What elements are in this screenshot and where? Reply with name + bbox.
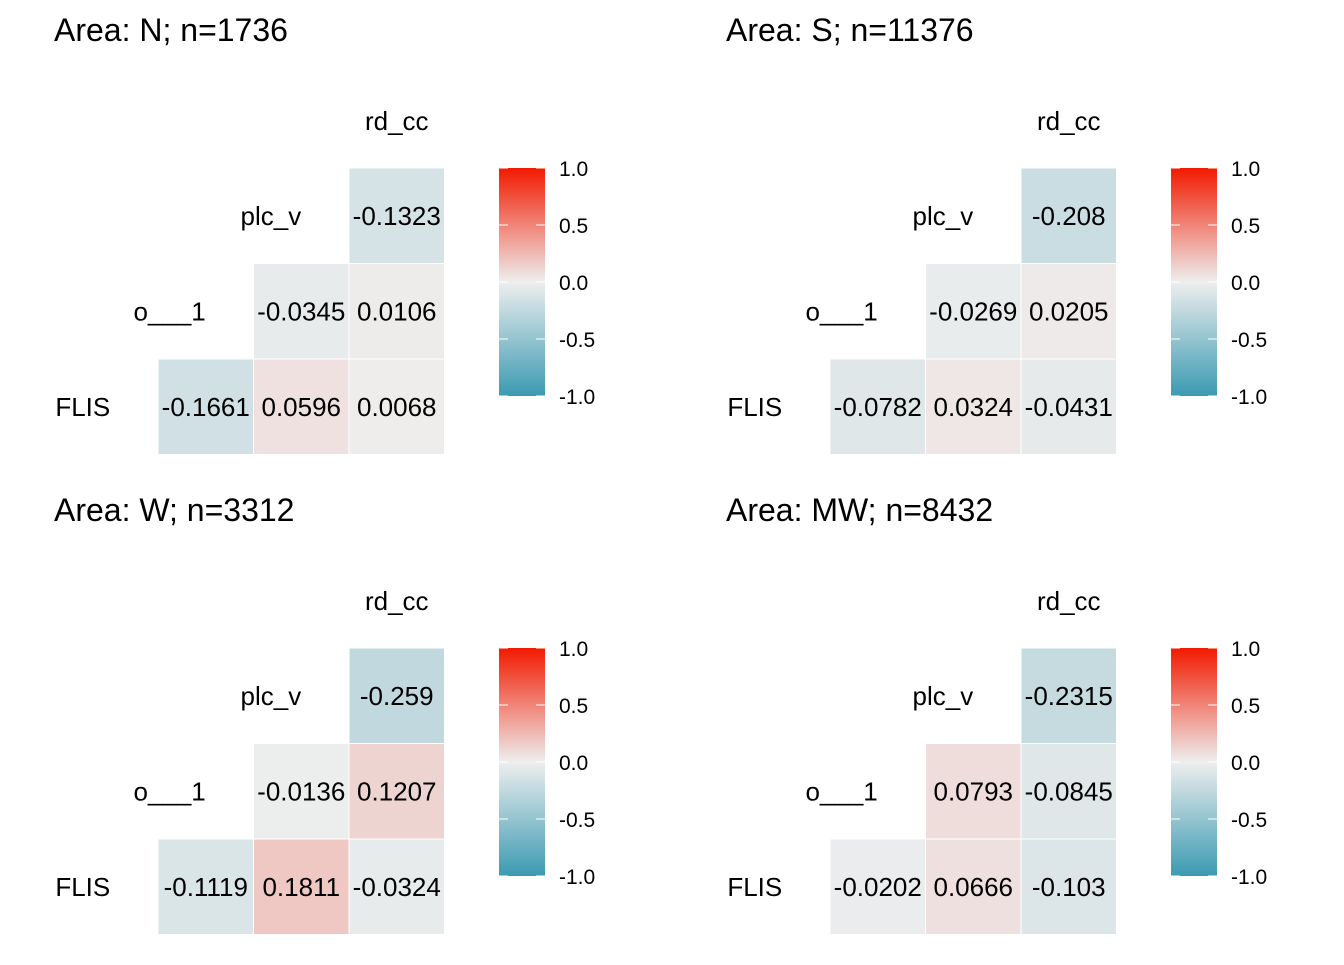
- heatmap-panel: Area: N; n=1736 rd_cc plc_v -0.1323 o___1 -0.…: [54, 12, 595, 455]
- cell-value-label: 0.1811: [262, 872, 340, 902]
- panel-title: Area: S; n=11376: [726, 12, 974, 48]
- heatmap-panel: Area: S; n=11376 rd_cc plc_v -0.208 o___1 -0.…: [726, 12, 1267, 455]
- heatmap-cell: [1020, 647, 1117, 744]
- cell-value-label: -0.2315: [1025, 681, 1113, 711]
- colorbar-tick-label: -1.0: [1231, 386, 1267, 409]
- cell-value-label: -0.0202: [834, 872, 922, 902]
- cell-value-label: 0.0596: [261, 392, 341, 422]
- cell-value-label: -0.0845: [1025, 776, 1113, 806]
- heatmap-cell: [829, 358, 926, 455]
- colorbar-tick-label: 1.0: [559, 158, 588, 181]
- cell-value-label: -0.259: [360, 681, 434, 711]
- colorbar-tick-label: 0.0: [1231, 272, 1260, 295]
- heatmap-cell: [157, 838, 254, 935]
- heatmap-cell: [348, 358, 445, 455]
- colorbar-tick-label: 0.5: [559, 695, 588, 718]
- colorbar-tick-label: 0.0: [559, 272, 588, 295]
- heatmap-cell: [157, 358, 254, 455]
- cell-value-label: -0.0269: [929, 296, 1017, 326]
- cell-value-label: -0.103: [1032, 872, 1106, 902]
- cell-value-label: -0.0136: [257, 776, 345, 806]
- colorbar-tick-label: 0.5: [1231, 695, 1260, 718]
- colorbar-tick-label: -1.0: [559, 386, 595, 409]
- colorbar-tick-label: -1.0: [1231, 866, 1267, 889]
- row-label: plc_v: [913, 201, 974, 231]
- cell-value-label: -0.1323: [353, 201, 441, 231]
- cell-value-label: -0.0324: [353, 872, 441, 902]
- colorbar-tick-label: 0.5: [1231, 215, 1260, 238]
- cell-value-label: -0.208: [1032, 201, 1106, 231]
- colorbar-tick-label: -0.5: [1231, 329, 1267, 352]
- colorbar-tick-label: -0.5: [1231, 809, 1267, 832]
- heatmap-cell: [348, 167, 445, 264]
- colorbar-tick-label: -0.5: [559, 809, 595, 832]
- panel-title: Area: W; n=3312: [54, 492, 294, 528]
- cell-value-label: 0.0324: [933, 392, 1013, 422]
- cell-value-label: 0.0106: [357, 296, 437, 326]
- heatmap-cell: [253, 358, 350, 455]
- heatmap-cell: [1020, 743, 1117, 840]
- heatmap-cell: [1020, 838, 1117, 935]
- heatmap-cell: [253, 743, 350, 840]
- colorbar-tick-label: 1.0: [1231, 638, 1260, 661]
- colorbar-tick-label: 0.0: [559, 752, 588, 775]
- heatmap-cell: [348, 743, 445, 840]
- heatmap-cell: [1020, 263, 1117, 360]
- heatmap-cell: [348, 838, 445, 935]
- row-label: o___1: [133, 296, 205, 326]
- cell-value-label: -0.1119: [164, 872, 248, 902]
- colorbar-tick-label: 1.0: [559, 638, 588, 661]
- row-label: o___1: [133, 776, 205, 806]
- heatmap-cell: [253, 263, 350, 360]
- heatmap-cell: [1020, 167, 1117, 264]
- row-label: FLIS: [727, 392, 782, 422]
- row-label: plc_v: [241, 681, 302, 711]
- panel-title: Area: N; n=1736: [54, 12, 288, 48]
- colorbar-tick-label: -0.5: [559, 329, 595, 352]
- cell-value-label: -0.0345: [257, 296, 345, 326]
- heatmap-cell: [925, 358, 1022, 455]
- colorbar-legend: 1.0 0.5 0.0 -0.5 -1.0: [1171, 158, 1267, 409]
- colorbar-tick-label: 0.5: [559, 215, 588, 238]
- cell-value-label: 0.1207: [357, 776, 437, 806]
- cell-value-label: -0.0431: [1025, 392, 1113, 422]
- column-label-rd-cc: rd_cc: [365, 586, 429, 616]
- heatmap-cell: [829, 838, 926, 935]
- column-label-rd-cc: rd_cc: [1037, 586, 1101, 616]
- row-label: plc_v: [913, 681, 974, 711]
- heatmap-cell: [1020, 358, 1117, 455]
- colorbar-tick-label: -1.0: [559, 866, 595, 889]
- column-label-rd-cc: rd_cc: [365, 106, 429, 136]
- colorbar-legend: 1.0 0.5 0.0 -0.5 -1.0: [1171, 638, 1267, 889]
- colorbar-tick-label: 0.0: [1231, 752, 1260, 775]
- row-label: FLIS: [55, 872, 110, 902]
- colorbar-legend: 1.0 0.5 0.0 -0.5 -1.0: [499, 638, 595, 889]
- row-label: o___1: [805, 296, 877, 326]
- column-label-rd-cc: rd_cc: [1037, 106, 1101, 136]
- cell-value-label: -0.0782: [834, 392, 922, 422]
- heatmap-panel: Area: MW; n=8432 rd_cc plc_v -0.2315 o___1 0.…: [726, 492, 1267, 935]
- heatmap-cell: [348, 263, 445, 360]
- cell-value-label: 0.0666: [933, 872, 1013, 902]
- heatmap-cell: [253, 838, 350, 935]
- panel-title: Area: MW; n=8432: [726, 492, 993, 528]
- row-label: plc_v: [241, 201, 302, 231]
- heatmap-cell: [925, 743, 1022, 840]
- row-label: FLIS: [727, 872, 782, 902]
- colorbar-tick-label: 1.0: [1231, 158, 1260, 181]
- cell-value-label: 0.0068: [357, 392, 437, 422]
- heatmap-panel: Area: W; n=3312 rd_cc plc_v -0.259 o___1 -0.0…: [54, 492, 595, 935]
- cell-value-label: -0.1661: [162, 392, 250, 422]
- colorbar-legend: 1.0 0.5 0.0 -0.5 -1.0: [499, 158, 595, 409]
- row-label: FLIS: [55, 392, 110, 422]
- row-label: o___1: [805, 776, 877, 806]
- cell-value-label: 0.0793: [933, 776, 1013, 806]
- heatmap-cell: [348, 647, 445, 744]
- cell-value-label: 0.0205: [1029, 296, 1109, 326]
